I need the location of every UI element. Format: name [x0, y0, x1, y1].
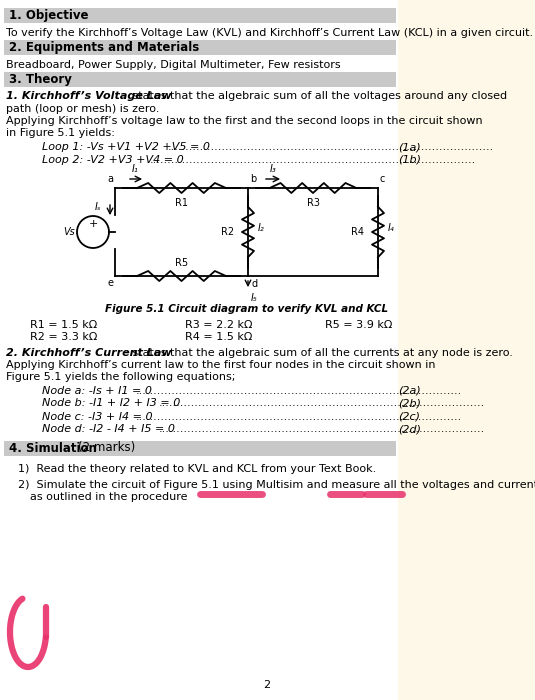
Text: Vs: Vs	[63, 227, 75, 237]
Text: Node d: -I2 - I4 + I5 = 0: Node d: -I2 - I4 + I5 = 0	[42, 424, 175, 435]
Text: e: e	[107, 278, 113, 288]
Text: ................................................................................: ........................................…	[168, 143, 494, 153]
Text: c: c	[380, 174, 385, 184]
Text: 3. Theory: 3. Theory	[9, 73, 72, 86]
Text: (1a): (1a)	[398, 143, 421, 153]
Text: I₂: I₂	[258, 223, 265, 233]
Text: ................................................................................: ........................................…	[159, 424, 485, 435]
Text: R3 = 2.2 kΩ: R3 = 2.2 kΩ	[185, 320, 253, 330]
Text: 2. Kirchhoff’s Current Law: 2. Kirchhoff’s Current Law	[6, 347, 172, 358]
Text: states that the algebraic sum of all the voltages around any closed: states that the algebraic sum of all the…	[129, 91, 507, 101]
FancyBboxPatch shape	[4, 440, 396, 456]
Text: ................................................................................: ........................................…	[136, 386, 462, 396]
Text: To verify the Kirchhoff’s Voltage Law (KVL) and Kirchhoff’s Current Law (KCL) in: To verify the Kirchhoff’s Voltage Law (K…	[6, 28, 533, 38]
Text: (1b): (1b)	[398, 155, 421, 165]
Text: path (loop or mesh) is zero.: path (loop or mesh) is zero.	[6, 104, 159, 113]
Text: ................................................................................: ........................................…	[136, 412, 462, 421]
Text: R3: R3	[307, 198, 319, 208]
Text: states that the algebraic sum of all the currents at any node is zero.: states that the algebraic sum of all the…	[129, 347, 513, 358]
Text: Figure 5.1 yields the following equations;: Figure 5.1 yields the following equation…	[6, 372, 235, 382]
Text: R2 = 3.3 kΩ: R2 = 3.3 kΩ	[30, 332, 97, 342]
Text: I₅: I₅	[251, 293, 258, 303]
Text: (2b): (2b)	[398, 398, 421, 409]
Text: Loop 2: -V2 +V3 +V4 = 0: Loop 2: -V2 +V3 +V4 = 0	[42, 155, 184, 165]
Text: 1. Objective: 1. Objective	[9, 9, 88, 22]
FancyBboxPatch shape	[4, 8, 396, 23]
Text: R5: R5	[175, 258, 188, 268]
Text: I₁: I₁	[132, 164, 139, 174]
Text: 2)  Simulate the circuit of Figure 5.1 using Multisim and measure all the voltag: 2) Simulate the circuit of Figure 5.1 us…	[18, 480, 535, 489]
Text: (2a): (2a)	[398, 386, 421, 396]
Text: Node b: -I1 + I2 + I3 = 0: Node b: -I1 + I2 + I3 = 0	[42, 398, 180, 409]
Text: 4. Simulation: 4. Simulation	[9, 442, 97, 454]
Text: Iₛ: Iₛ	[95, 202, 101, 212]
Text: b: b	[250, 174, 256, 184]
Text: Applying Kirchhoff’s current law to the first four nodes in the circuit shown in: Applying Kirchhoff’s current law to the …	[6, 360, 435, 370]
Text: 1)  Read the theory related to KVL and KCL from your Text Book.: 1) Read the theory related to KVL and KC…	[18, 465, 376, 475]
Text: R1: R1	[175, 198, 188, 208]
Text: d: d	[251, 279, 257, 289]
Text: I₃: I₃	[270, 164, 277, 174]
Text: R4 = 1.5 kΩ: R4 = 1.5 kΩ	[185, 332, 253, 342]
Text: R4: R4	[351, 227, 364, 237]
Text: 1. Kirchhoff’s Voltage Law: 1. Kirchhoff’s Voltage Law	[6, 91, 172, 101]
Text: Loop 1: -Vs +V1 +V2 +V5 = 0: Loop 1: -Vs +V1 +V2 +V5 = 0	[42, 143, 210, 153]
Text: Figure 5.1 Circuit diagram to verify KVL and KCL: Figure 5.1 Circuit diagram to verify KVL…	[105, 304, 388, 314]
Text: I₄: I₄	[388, 223, 395, 233]
Text: Node c: -I3 + I4 = 0: Node c: -I3 + I4 = 0	[42, 412, 152, 421]
Text: (2c): (2c)	[398, 412, 420, 421]
Text: 2. Equipments and Materials: 2. Equipments and Materials	[9, 41, 199, 54]
Text: R1 = 1.5 kΩ: R1 = 1.5 kΩ	[30, 320, 97, 330]
Text: ................................................................................: ........................................…	[150, 155, 476, 165]
Text: 2: 2	[263, 680, 271, 690]
Text: Breadboard, Power Supply, Digital Multimeter, Few resistors: Breadboard, Power Supply, Digital Multim…	[6, 60, 341, 70]
Text: R5 = 3.9 kΩ: R5 = 3.9 kΩ	[325, 320, 392, 330]
Text: ................................................................................: ........................................…	[159, 398, 485, 409]
FancyBboxPatch shape	[4, 72, 396, 87]
FancyBboxPatch shape	[398, 0, 535, 700]
Text: a: a	[107, 174, 113, 184]
Text: (2d): (2d)	[398, 424, 421, 435]
Text: Node a: -Is + I1 = 0: Node a: -Is + I1 = 0	[42, 386, 152, 396]
Text: +: +	[88, 219, 98, 229]
Text: in Figure 5.1 yields:: in Figure 5.1 yields:	[6, 129, 115, 139]
Text: Applying Kirchhoff’s voltage law to the first and the second loops in the circui: Applying Kirchhoff’s voltage law to the …	[6, 116, 483, 126]
Text: R2: R2	[221, 227, 234, 237]
Text: as outlined in the procedure: as outlined in the procedure	[30, 492, 187, 502]
Text: (2 marks): (2 marks)	[78, 442, 135, 454]
FancyBboxPatch shape	[4, 40, 396, 55]
